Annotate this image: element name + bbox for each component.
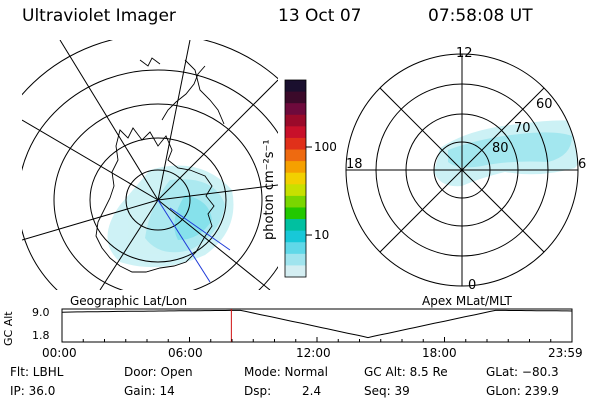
colorbar-label-10: 10: [314, 228, 330, 242]
colorbar-band: [285, 126, 306, 139]
colorbar-band: [285, 80, 306, 93]
time-tick-2359: 23:59: [548, 346, 583, 360]
observation-time: 07:58:08 UT: [428, 6, 533, 26]
geographic-caption: Geographic Lat/Lon: [70, 294, 188, 308]
coastlines: [95, 57, 225, 273]
magnetic-map: [345, 53, 579, 287]
colorbar-frame: [284, 79, 307, 278]
colorbar-unit-label: photon cm⁻²s⁻¹: [262, 139, 277, 240]
mlat-label-70: 70: [514, 121, 531, 136]
latitude-circles: [22, 40, 278, 290]
mlt-label-0: 0: [468, 278, 477, 293]
dsp-label: Dsp:: [244, 384, 272, 398]
dsp-value: 2.4: [302, 384, 322, 398]
altitude-plot: [61, 308, 573, 343]
time-tick-1200: 12:00: [296, 346, 331, 360]
glon-status: GLon: 239.9: [486, 384, 559, 398]
colorbar-band: [285, 207, 306, 220]
mlt-label-12: 12: [456, 46, 473, 61]
longitude-lines: [22, 40, 278, 290]
colorbar-gradient: [285, 80, 306, 278]
observation-date: 13 Oct 07: [278, 6, 362, 26]
glat-status: GLat: −80.3: [486, 365, 559, 379]
altitude-ylabel: GC Alt: [2, 311, 15, 346]
colorbar-band: [285, 230, 306, 243]
altitude-ytick-min: 1.8: [32, 329, 50, 342]
colorbar-band: [285, 114, 306, 127]
colorbar-band: [285, 137, 306, 151]
mlt-label-6: 6: [578, 157, 587, 172]
colorbar-band: [285, 265, 306, 278]
colorbar-band: [285, 219, 306, 232]
mlat-label-60: 60: [536, 97, 553, 112]
colorbar-band: [285, 103, 306, 116]
instrument-title: Ultraviolet Imager: [22, 6, 176, 26]
colorbar-band: [285, 242, 306, 255]
gain-status: Gain: 14: [124, 384, 175, 398]
gc-alt-status: GC Alt: 8.5 Re: [364, 365, 448, 379]
aurora-emission-left: [107, 165, 234, 268]
mode-status: Mode: Normal: [244, 365, 328, 379]
colorbar-band: [285, 161, 306, 174]
mlt-lines: [346, 54, 578, 286]
colorbar-band: [285, 253, 306, 266]
altitude-ytick-max: 9.0: [32, 306, 50, 319]
colorbar-band: [285, 195, 306, 208]
time-tick-0600: 06:00: [168, 346, 203, 360]
geographic-map: [22, 40, 278, 290]
ip-status: IP: 36.0: [10, 384, 56, 398]
time-tick-1800: 18:00: [422, 346, 457, 360]
time-tick-0000: 00:00: [42, 346, 77, 360]
colorbar-band: [285, 91, 306, 104]
colorbar-band: [285, 184, 306, 197]
door-status: Door: Open: [124, 365, 193, 379]
colorbar-band: [285, 172, 306, 185]
colorbar-label-100: 100: [314, 140, 337, 154]
aurora-emission-right: [434, 120, 578, 187]
filter-status: Flt: LBHL: [10, 365, 64, 379]
seq-status: Seq: 39: [364, 384, 410, 398]
apex-caption: Apex MLat/MLT: [422, 294, 512, 308]
orbit-track: [157, 199, 231, 283]
colorbar-band: [285, 149, 306, 162]
mlt-label-18: 18: [346, 157, 363, 172]
mlat-label-80: 80: [492, 141, 509, 156]
